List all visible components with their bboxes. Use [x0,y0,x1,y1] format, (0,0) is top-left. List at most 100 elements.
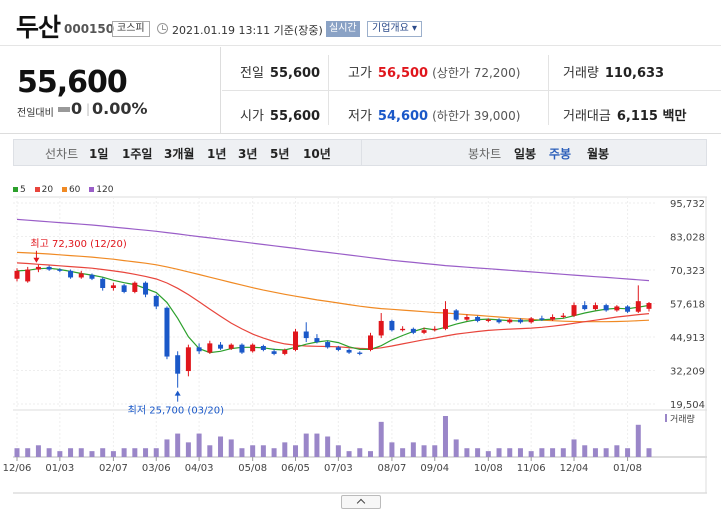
candle-body [485,319,491,321]
candle-body [132,282,138,292]
x-tick-label: 08/07 [378,463,407,474]
x-tick-label: 01/03 [45,463,74,474]
volume-bar [282,442,288,457]
volume-bar [153,448,159,457]
candle-body [357,352,363,354]
volume-bar [400,448,406,457]
line-chart-label: 선차트 [45,147,79,161]
volume-bar [57,451,63,457]
company-overview-button[interactable]: 기업개요 ▾ [367,21,422,37]
volume-bar [164,439,170,457]
candle-body [196,347,202,352]
tab-1y[interactable]: 1년 [207,147,227,161]
realtime-button[interactable]: 실시간 [326,21,360,37]
x-tick-label: 09/04 [420,463,449,474]
tab-1w[interactable]: 1주일 [122,147,153,161]
lower-limit: (하한가 39,000) [432,109,521,123]
volume-bar [121,448,127,457]
volume-bar [367,451,373,457]
candle-body [185,347,191,372]
candle-body [550,316,556,320]
volume-bar [325,436,331,457]
volume-cell: 거래량 110,633 [563,62,664,81]
chart-collapse-button[interactable] [341,495,381,509]
volume-bar [271,448,277,457]
candle-body [228,344,234,349]
col-divider [548,55,549,125]
candle-body [464,316,470,320]
high-label: 고가 [348,66,372,81]
volume-bar [46,448,52,457]
volume-bar [346,451,352,457]
tab-3m[interactable]: 3개월 [164,147,195,161]
prev-close-label: 전일 [240,66,264,81]
candle-body [282,349,288,354]
tab-10y[interactable]: 10년 [303,147,331,161]
x-tick-label: 02/07 [99,463,128,474]
upper-limit: (상한가 72,200) [432,66,521,80]
candle-body [432,328,438,331]
volume-bar [410,442,416,457]
candle-body [400,328,406,331]
candle-body [121,285,127,292]
volume-bar [389,442,395,457]
amount-label: 거래대금 [563,109,611,124]
tab-1d[interactable]: 1일 [89,147,109,161]
volume-bar [464,448,470,457]
stock-code: 000150 [64,22,115,36]
tab-monthly[interactable]: 월봉 [587,147,610,161]
volume-bar [550,448,556,457]
y-tick-label: 57,618 [670,300,705,311]
tab-3y[interactable]: 3년 [238,147,258,161]
candle-body [442,309,448,329]
volume-bar [239,448,245,457]
volume-bar [314,433,320,457]
tab-5y[interactable]: 5년 [270,147,290,161]
volume-bar [14,448,20,457]
x-tick-label: 06/05 [281,463,310,474]
volume-bar [614,445,620,457]
current-price: 55,600 [17,65,128,100]
candle-body [614,306,620,311]
amount-cell: 거래대금 6,115 백만 [563,105,686,124]
candle-body [89,274,95,279]
candle-body [293,331,299,350]
volume-bar [571,439,577,457]
open-value: 55,600 [269,109,321,124]
volume-bar [560,448,566,457]
tab-daily[interactable]: 일봉 [514,147,537,161]
candle-body [528,318,534,323]
candle-body [507,319,513,323]
volume-bar [89,451,95,457]
candle-body [496,319,502,323]
low-annotation: 최저 25,700 (03/20) [128,405,224,417]
legend-ma60: 60 [61,185,81,195]
high-value: 56,500 [377,66,429,81]
x-tick-label: 07/03 [324,463,353,474]
volume-bar [421,445,427,457]
tab-weekly[interactable]: 주봉 [549,147,572,161]
candle-body [367,335,373,350]
candle-body [560,315,566,317]
market-badge: 코스피 [112,21,150,37]
candle-chart-label: 봉차트 [468,147,502,161]
volume-bar [207,445,213,457]
ma5-line [16,267,650,354]
volume-bar [335,445,341,457]
candle-body [389,320,395,331]
volume-bar [507,448,513,457]
candle-body [110,285,116,288]
legend-ma60-swatch [61,187,67,192]
legend-ma60-label: 60 [68,185,81,195]
legend-ma20-swatch [34,187,40,192]
volume-bar [185,442,191,457]
volume-bar [25,448,31,457]
legend-ma20-label: 20 [41,185,54,195]
volume-bar [517,448,523,457]
candle-body [218,344,224,349]
candle-body [335,347,341,350]
candle-body [410,328,416,333]
volume-bar [475,448,481,457]
x-tick-label: 10/08 [474,463,503,474]
legend-ma5-swatch [13,187,18,192]
